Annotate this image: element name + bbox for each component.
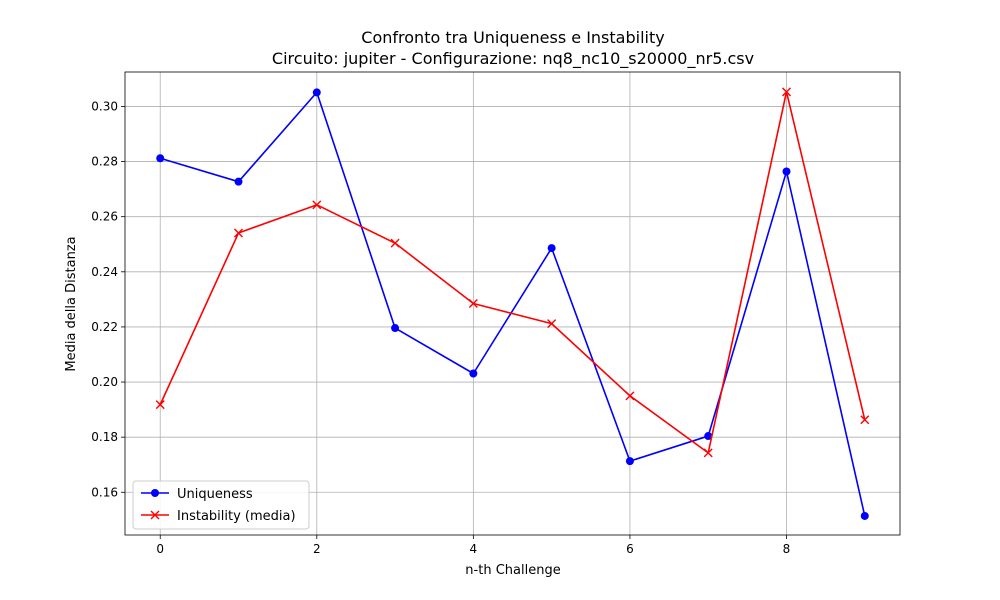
y-tick-label: 0.26 bbox=[91, 210, 118, 224]
y-tick-label: 0.30 bbox=[91, 99, 118, 113]
x-axis-label: n-th Challenge bbox=[465, 563, 560, 578]
y-tick-label: 0.20 bbox=[91, 375, 118, 389]
series-line bbox=[159, 91, 866, 454]
series-line bbox=[159, 91, 866, 517]
data-point bbox=[781, 87, 791, 97]
x-tick-label: 6 bbox=[626, 542, 634, 556]
data-point bbox=[547, 244, 556, 253]
legend-marker bbox=[151, 489, 159, 497]
legend-marker bbox=[150, 510, 160, 520]
data-point bbox=[469, 369, 478, 378]
legend-label: Instability (media) bbox=[177, 509, 296, 524]
series-group bbox=[155, 87, 870, 520]
y-axis: 0.16 0.18 0.20 0.22 0.24 0.26 0.28 0.30 bbox=[91, 99, 125, 499]
x-tick-label: 2 bbox=[313, 542, 321, 556]
series-1 bbox=[155, 87, 870, 458]
data-point bbox=[234, 177, 243, 186]
y-tick-label: 0.28 bbox=[91, 155, 118, 169]
x-tick-label: 0 bbox=[156, 542, 164, 556]
y-tick-label: 0.18 bbox=[91, 430, 118, 444]
data-point bbox=[625, 457, 634, 466]
legend-item: Uniqueness bbox=[141, 487, 253, 502]
data-point bbox=[782, 167, 791, 176]
data-point bbox=[312, 88, 321, 97]
y-axis-label: Media della Distanza bbox=[64, 236, 79, 371]
legend-label: Uniqueness bbox=[177, 487, 253, 502]
data-point bbox=[625, 391, 635, 401]
y-tick-label: 0.24 bbox=[91, 265, 118, 279]
data-point bbox=[390, 238, 400, 248]
plot-border bbox=[124, 71, 901, 536]
chart-title: Confronto tra Uniqueness e Instability bbox=[361, 28, 664, 47]
data-point bbox=[860, 415, 870, 425]
data-point bbox=[312, 200, 322, 210]
chart-subtitle: Circuito: jupiter - Configurazione: nq8_… bbox=[272, 49, 754, 69]
x-tick-label: 8 bbox=[783, 542, 791, 556]
data-point bbox=[860, 511, 869, 520]
x-tick-label: 4 bbox=[470, 542, 478, 556]
data-point bbox=[234, 228, 244, 238]
data-point bbox=[155, 400, 165, 410]
data-point bbox=[391, 324, 400, 333]
legend-item: Instability (media) bbox=[141, 509, 296, 524]
series-0 bbox=[156, 88, 869, 520]
legend: Uniqueness Instability (media) bbox=[132, 480, 310, 530]
data-point bbox=[704, 432, 713, 441]
grid bbox=[125, 72, 900, 535]
data-point bbox=[703, 448, 713, 458]
data-point bbox=[468, 299, 478, 308]
data-point bbox=[156, 154, 165, 163]
data-point bbox=[547, 319, 557, 329]
legend-box bbox=[132, 480, 310, 530]
y-tick-label: 0.16 bbox=[91, 485, 118, 499]
axes-frame bbox=[124, 71, 901, 536]
x-axis: 0 2 4 6 8 bbox=[156, 535, 790, 556]
y-tick-label: 0.22 bbox=[91, 320, 118, 334]
